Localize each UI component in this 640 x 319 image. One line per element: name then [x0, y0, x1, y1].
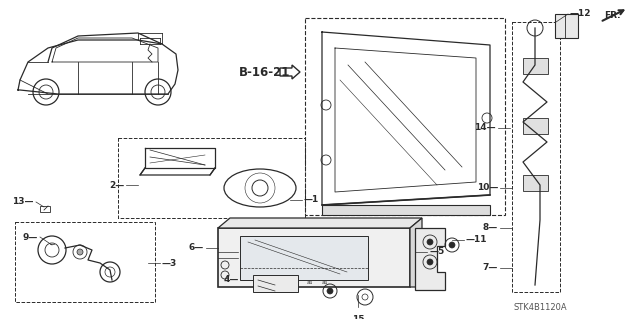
Bar [240, 236, 368, 280]
Circle shape [327, 288, 333, 294]
Text: B-16-21: B-16-21 [239, 65, 291, 78]
Text: 14—: 14— [474, 123, 496, 132]
Bar [118, 138, 305, 218]
Text: STK4B1120A: STK4B1120A [513, 303, 567, 313]
Text: 15: 15 [352, 315, 364, 319]
Text: 7—: 7— [483, 263, 498, 272]
Circle shape [427, 259, 433, 265]
Text: 4—: 4— [223, 276, 239, 285]
Polygon shape [218, 218, 422, 228]
Bar [40, 206, 50, 212]
Circle shape [449, 242, 455, 248]
Text: —11: —11 [466, 235, 488, 244]
Text: 10—: 10— [477, 183, 498, 192]
Text: —1: —1 [304, 196, 319, 204]
Text: —5: —5 [429, 248, 444, 256]
Bar [15, 222, 155, 302]
Polygon shape [410, 218, 422, 287]
Text: 2—: 2— [109, 181, 124, 189]
Text: 8—: 8— [483, 224, 498, 233]
Circle shape [427, 239, 433, 245]
Bar [555, 14, 578, 38]
Polygon shape [280, 65, 300, 79]
Text: 9—: 9— [22, 233, 38, 241]
Bar [305, 18, 505, 215]
Text: —3: —3 [162, 258, 177, 268]
Bar [523, 58, 548, 74]
Circle shape [77, 249, 83, 255]
Text: a₁: a₁ [307, 280, 313, 286]
Text: —12: —12 [570, 10, 591, 19]
Bar [512, 22, 560, 292]
Polygon shape [415, 228, 445, 290]
Bar [523, 175, 548, 191]
Text: a₁: a₁ [322, 280, 328, 286]
Ellipse shape [224, 169, 296, 207]
Text: 13—: 13— [13, 197, 34, 206]
Bar [218, 228, 410, 287]
Bar [322, 205, 490, 215]
Bar [523, 118, 548, 134]
Text: 6—: 6— [189, 243, 204, 253]
Text: FR.: FR. [604, 11, 621, 19]
Bar [253, 275, 298, 292]
